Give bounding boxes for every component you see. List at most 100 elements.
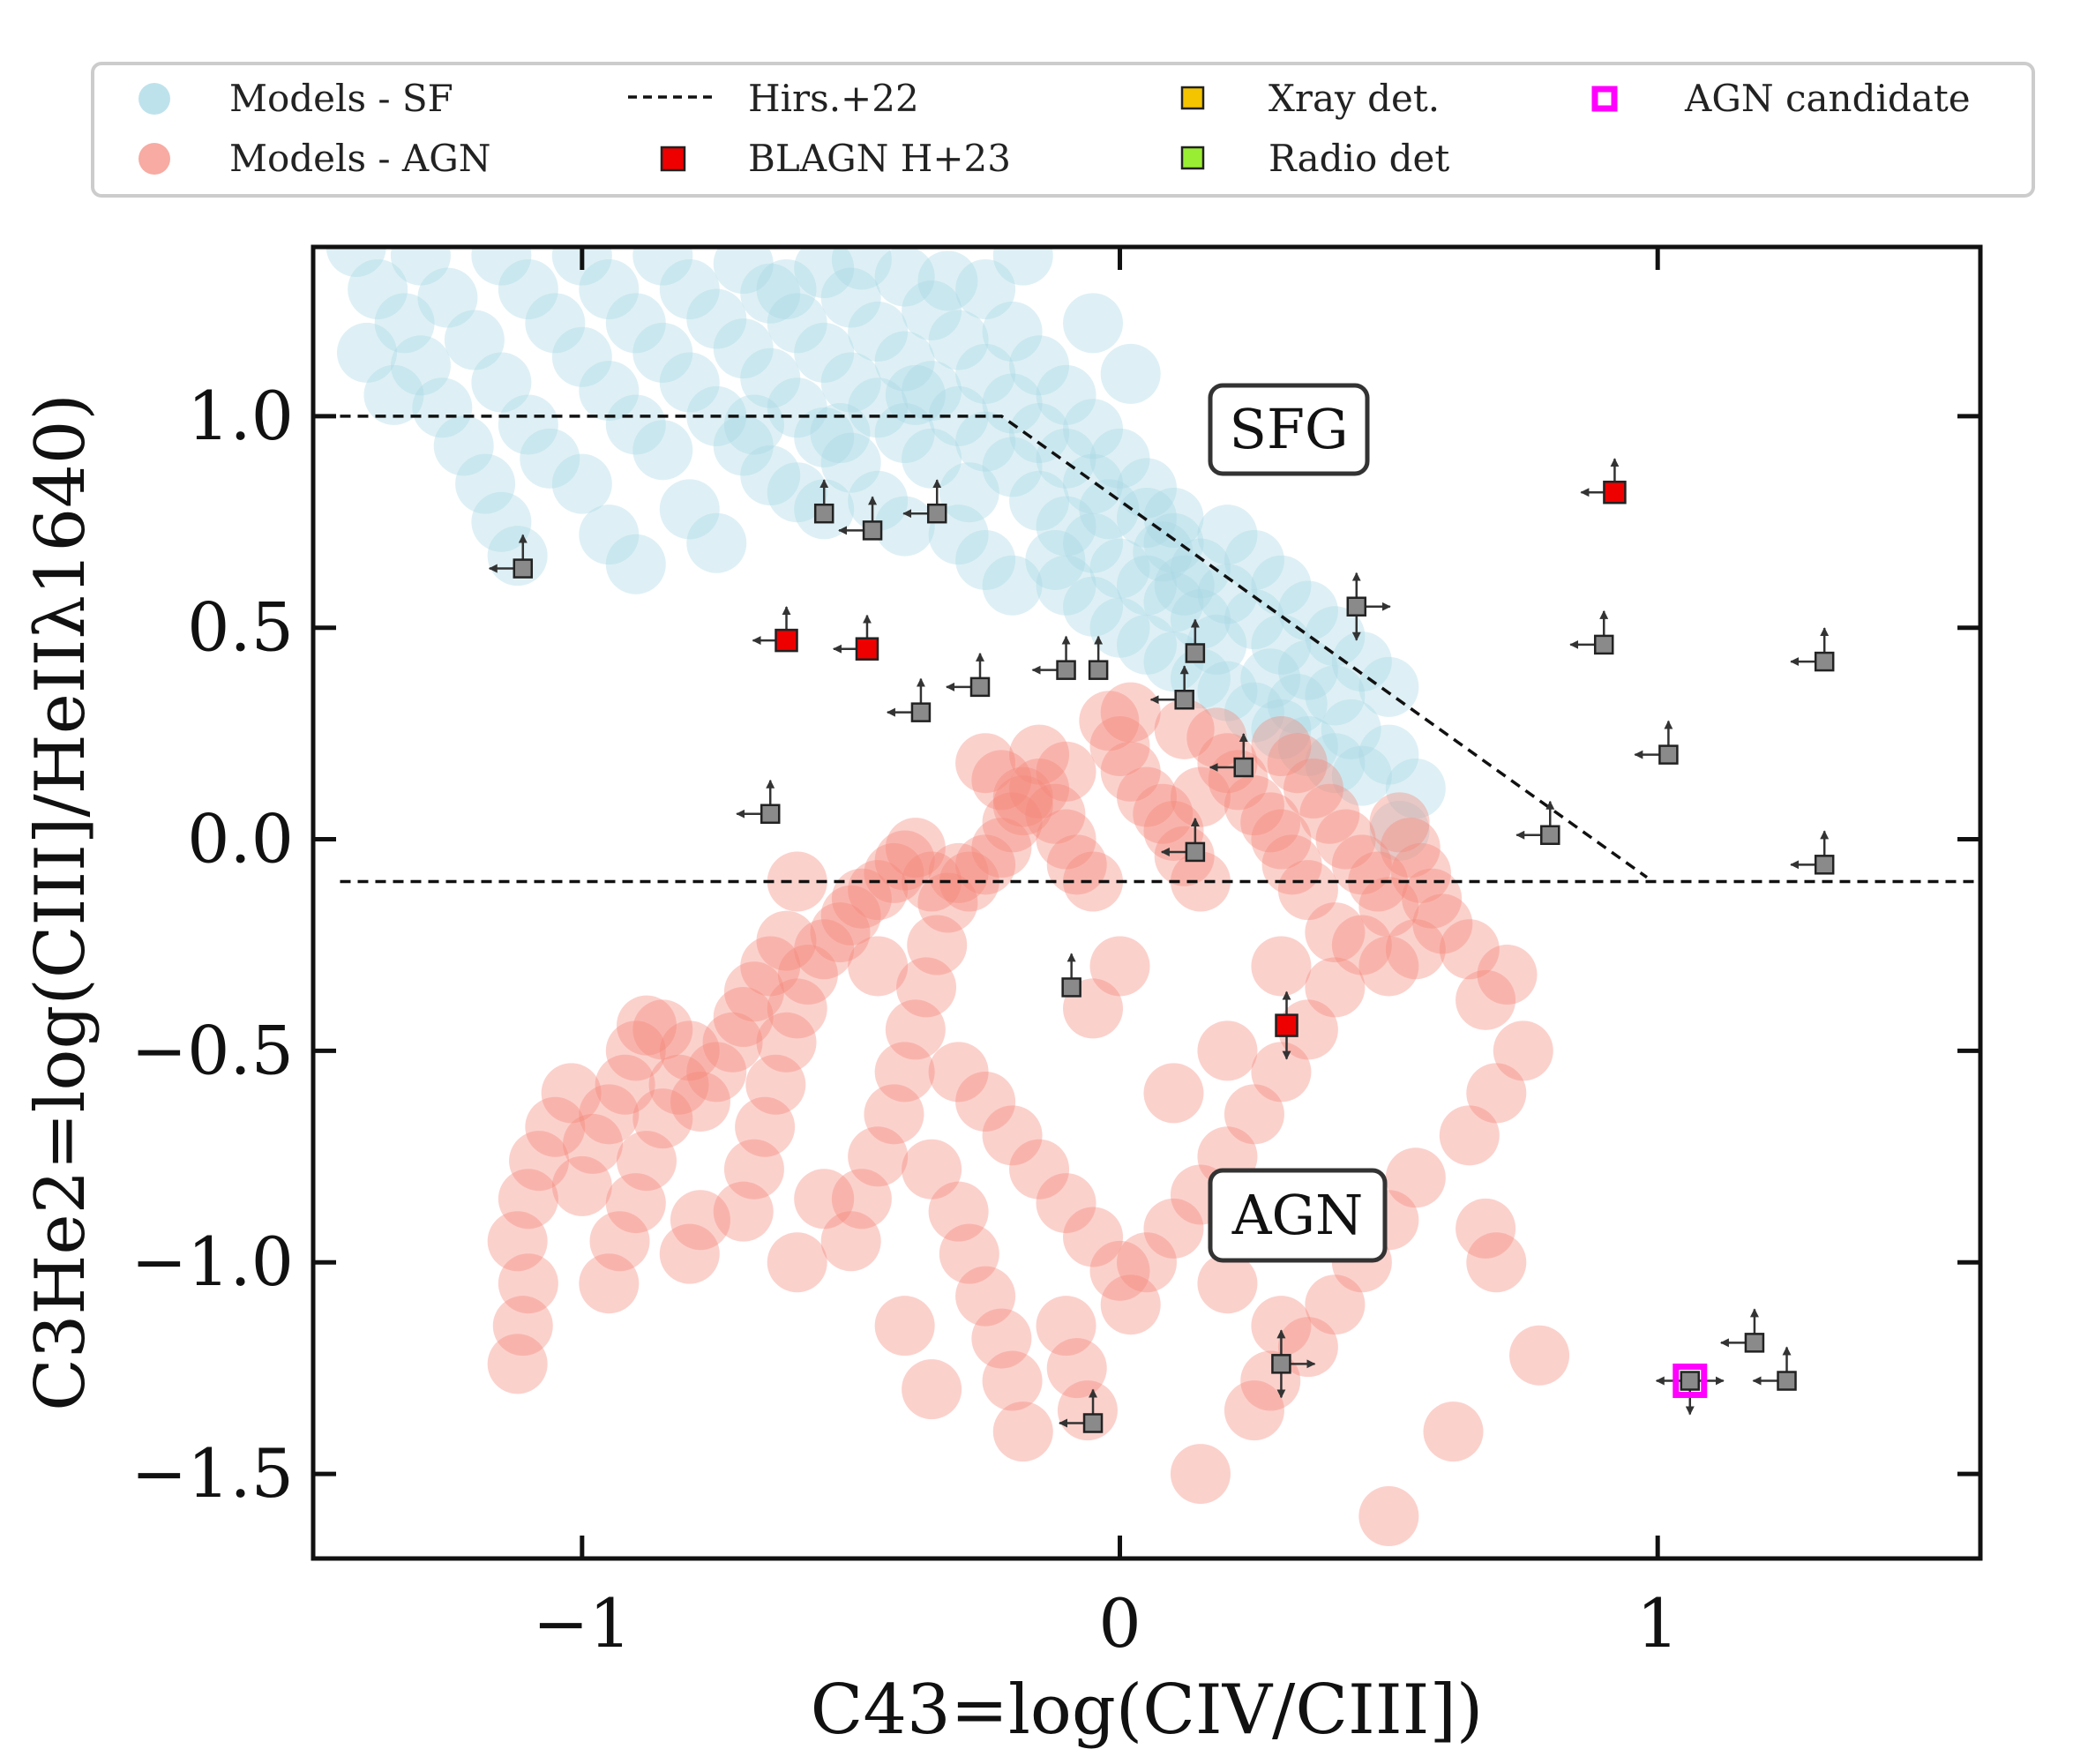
source-undetected: [1209, 733, 1254, 778]
model-agn-point: [1197, 733, 1258, 794]
source-marker: [1658, 744, 1679, 765]
source-undetected: [886, 677, 932, 722]
model-agn-point: [551, 1155, 612, 1216]
model-agn-point: [756, 1012, 817, 1073]
model-agn-point: [605, 1020, 666, 1081]
model-agn-point: [864, 842, 924, 903]
model-agn-point: [864, 1084, 924, 1145]
model-sf-point: [498, 394, 558, 455]
source-marker: [1061, 977, 1081, 998]
region-label-sfg: SFG: [1208, 383, 1370, 476]
source-undetected: [1515, 800, 1560, 846]
model-agn-point: [1089, 1240, 1150, 1301]
model-sf-point: [874, 496, 935, 557]
model-agn-point: [1331, 915, 1392, 975]
model-agn-point: [1412, 893, 1473, 954]
source-undetected: [1185, 618, 1206, 663]
model-agn-point: [589, 1211, 650, 1272]
model-sf-point: [955, 411, 1016, 472]
model-sf-point: [363, 364, 424, 425]
model-agn-point: [1197, 1020, 1258, 1081]
model-agn-point: [848, 860, 909, 921]
model-sf-point: [794, 247, 855, 298]
legend-marker-models-sf: [138, 83, 170, 115]
model-sf-point: [1143, 572, 1204, 632]
model-sf-point: [579, 361, 640, 422]
model-agn-point: [702, 1012, 763, 1073]
model-sf-point: [874, 403, 935, 464]
model-sf-point: [1305, 606, 1366, 667]
legend-marker-xray: [1180, 86, 1205, 110]
model-agn-point: [1009, 724, 1070, 785]
model-sf-point: [767, 377, 827, 438]
model-sf-point: [1305, 733, 1366, 794]
model-agn-point: [992, 775, 1053, 836]
model-sf-point: [1063, 399, 1124, 460]
model-sf-point: [767, 293, 827, 354]
model-agn-point: [1358, 936, 1419, 997]
model-agn-point: [982, 1350, 1043, 1411]
source-marker: [855, 637, 879, 661]
model-sf-point: [1089, 428, 1150, 489]
model-sf-point: [794, 407, 855, 467]
source-marker: [1185, 841, 1206, 863]
source-marker: [813, 503, 834, 524]
model-sf-point: [1009, 403, 1070, 464]
model-agn-point: [1025, 783, 1086, 844]
model-sf-point: [498, 258, 558, 319]
model-agn-point: [1224, 775, 1284, 836]
source-undetected: [902, 479, 947, 524]
source-marker: [1088, 660, 1109, 680]
model-sf-point: [713, 318, 774, 379]
model-sf-point: [982, 373, 1043, 434]
model-agn-point: [1267, 733, 1328, 794]
model-sf-point: [848, 377, 909, 438]
source-undetected: [1790, 830, 1835, 875]
model-agn-point: [928, 842, 989, 903]
model-agn-point: [1170, 851, 1231, 912]
model-agn-point: [1143, 1063, 1204, 1124]
model-sf-point: [955, 258, 1016, 319]
model-sf-point: [444, 310, 505, 370]
demarcation-lines: [340, 415, 1980, 884]
model-sf-point: [579, 258, 640, 319]
model-agn-point: [902, 1139, 962, 1200]
model-sf-point: [1117, 487, 1177, 548]
model-agn-point: [632, 1088, 693, 1149]
model-agn-point: [955, 733, 1016, 794]
model-agn-point: [992, 1401, 1053, 1462]
source-undetected: [838, 496, 883, 541]
source-agn-candidate: [1655, 1364, 1725, 1416]
source-undetected: [1569, 609, 1614, 655]
source-marker: [1346, 596, 1367, 617]
model-agn-point: [1251, 809, 1312, 870]
source-undetected: [1088, 635, 1109, 680]
y-tick-label: −1.5: [131, 1434, 294, 1513]
model-agn-point: [831, 868, 892, 929]
model-sf-point: [1240, 648, 1301, 709]
model-sf-point: [605, 293, 666, 354]
model-sf-point: [1063, 576, 1124, 637]
legend-entry-agn-candidate: AGN candidate: [1591, 77, 1971, 120]
model-sf-point: [1117, 555, 1177, 616]
model-sf-point: [1251, 699, 1312, 759]
model-agn-point: [971, 1308, 1032, 1369]
model-agn-point: [1046, 1338, 1107, 1399]
model-agn-point: [595, 1054, 655, 1115]
model-sf-point: [632, 247, 693, 286]
model-sf-point: [740, 263, 801, 324]
model-sf-point: [659, 352, 720, 413]
model-agn-point: [1305, 902, 1366, 963]
model-agn-point: [767, 1232, 827, 1293]
source-marker: [1174, 690, 1194, 710]
source-undetected: [1149, 665, 1194, 710]
model-sf-point: [1331, 632, 1392, 692]
model-agn-point: [874, 1296, 935, 1357]
model-agn-point: [1385, 919, 1446, 980]
model-agn-point: [1331, 834, 1392, 895]
model-agn-point: [1036, 1296, 1096, 1357]
model-agn-point: [917, 872, 978, 933]
source-marker: [1271, 1354, 1291, 1374]
legend-marker-agn-candidate: [1591, 86, 1618, 112]
source-undetected: [1346, 572, 1391, 641]
